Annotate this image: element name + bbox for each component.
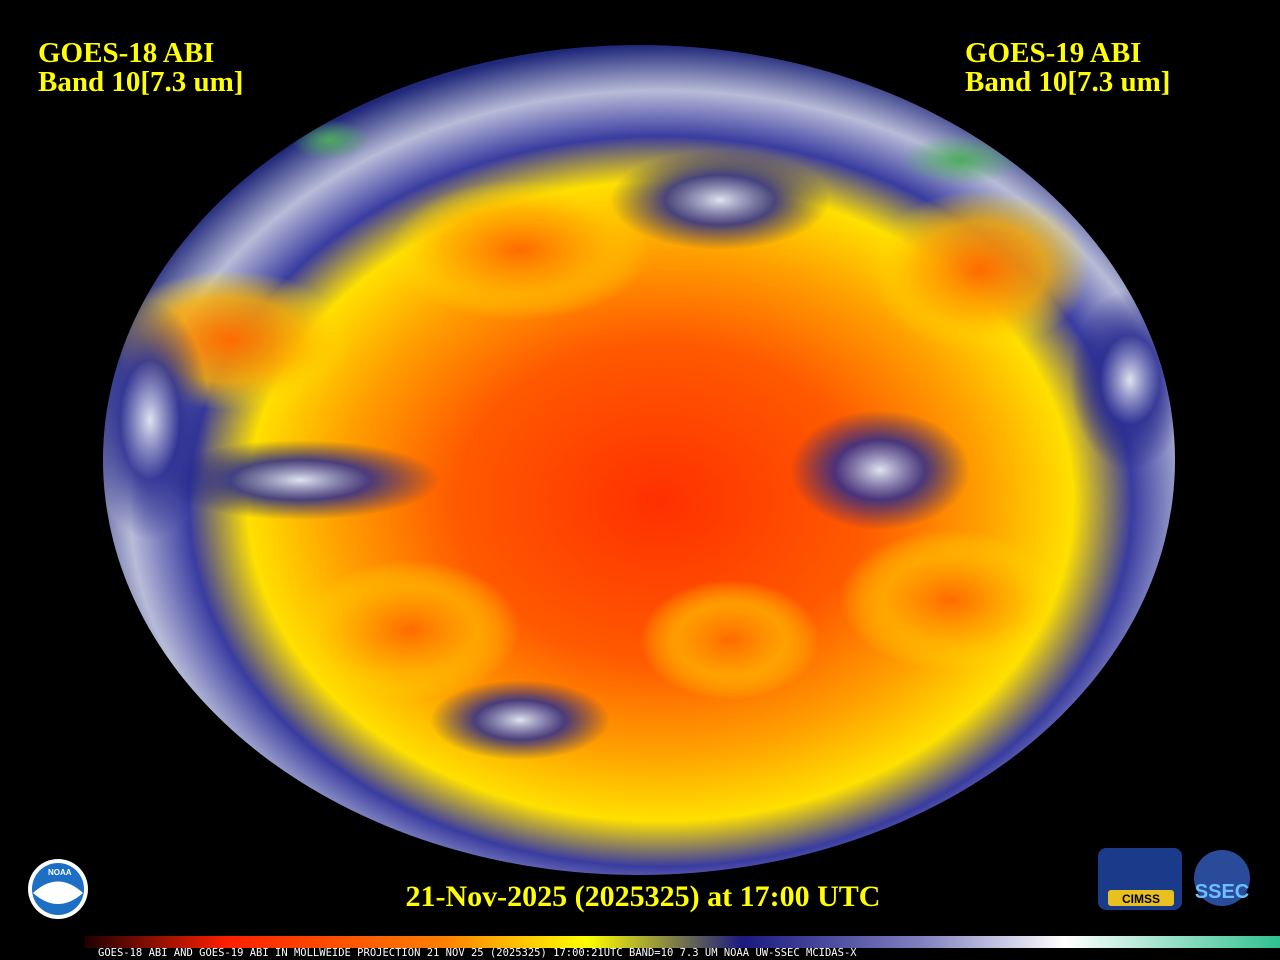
noaa-logo: NOAA xyxy=(28,859,88,919)
right-band: Band 10[7.3 um] xyxy=(965,66,1170,98)
right-satellite: GOES-19 ABI xyxy=(965,37,1141,69)
color-bar xyxy=(85,936,1280,948)
noaa-text: NOAA xyxy=(48,868,72,877)
timestamp: 21-Nov-2025 (2025325) at 17:00 UTC xyxy=(406,880,881,913)
left-band: Band 10[7.3 um] xyxy=(38,66,243,98)
left-satellite: GOES-18 ABI xyxy=(38,37,214,69)
cimss-text: CIMSS xyxy=(1122,892,1160,906)
ssec-text: SSEC xyxy=(1195,881,1249,903)
cloud-features xyxy=(103,120,1175,760)
cimss-logo: CIMSS xyxy=(1098,848,1182,910)
caption: GOES-18 ABI AND GOES-19 ABI IN MOLLWEIDE… xyxy=(98,947,857,959)
ssec-logo: SSEC xyxy=(1194,850,1250,906)
